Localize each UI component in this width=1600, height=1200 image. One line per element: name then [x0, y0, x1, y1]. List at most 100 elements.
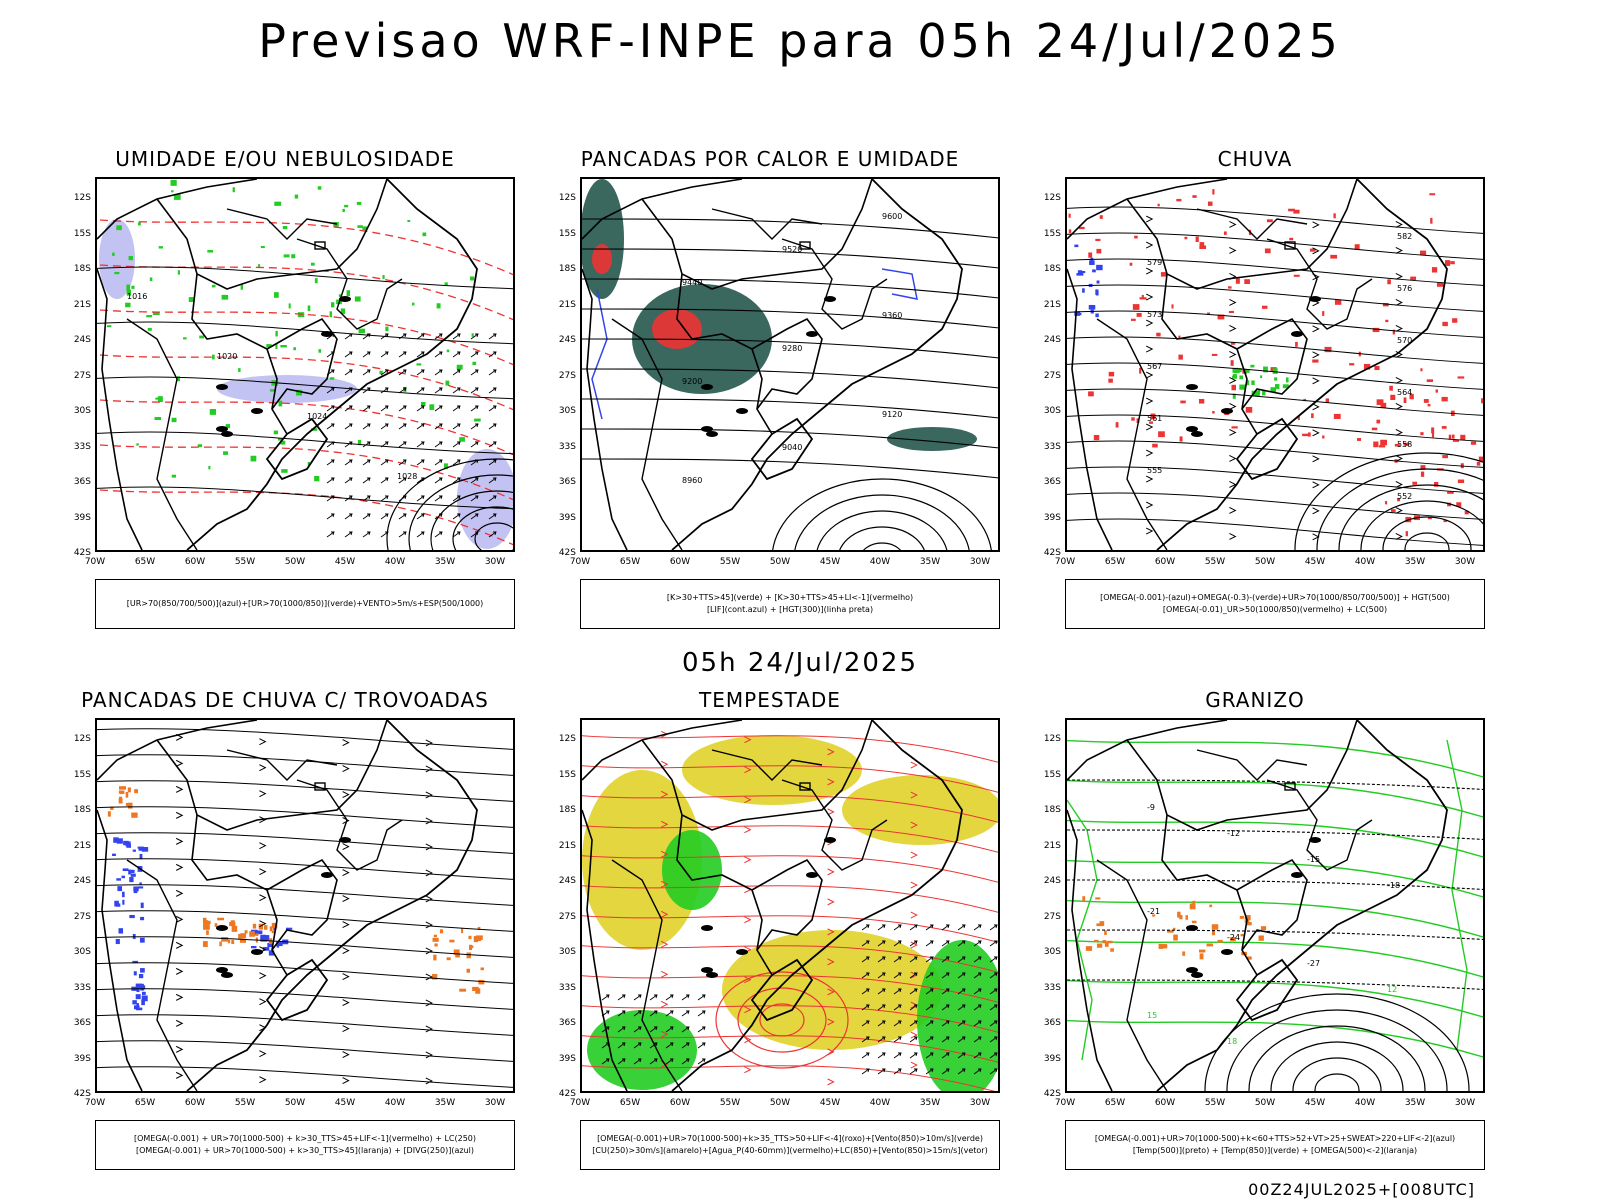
- temp850-contour-7: [1067, 1019, 1483, 1058]
- heavy-rain-area: [1270, 388, 1275, 392]
- streamline-arrow: [1395, 455, 1403, 462]
- field-layer: -9 -12 -15 -18 -21 -24 -27 12 15 18: [1067, 739, 1483, 1091]
- panel-tempestade: TEMPESTADE 12S 15S 18S 21S 24S 27S 30S 33S 36S 39S…: [540, 688, 1000, 1178]
- rain-area: [1397, 497, 1401, 502]
- rain-area: [1131, 318, 1136, 321]
- wind-850-vector: [925, 1068, 934, 1075]
- thunderstorm-area: [446, 957, 451, 961]
- rain-area: [1293, 209, 1300, 214]
- legend-line: [Temp(500)](preto) + [Temp(850)](verde) …: [1132, 1146, 1418, 1155]
- low-center-5: [386, 458, 513, 550]
- divergence-area: [125, 841, 131, 847]
- rain-area: [1230, 342, 1236, 345]
- wind-vector: [344, 351, 353, 358]
- heavy-rain-area: [1263, 366, 1268, 373]
- rain-area: [1464, 510, 1469, 515]
- streamline-arrow: [259, 1050, 267, 1058]
- streamline-arrow: [175, 941, 184, 949]
- wind-850-area: [917, 940, 998, 1091]
- border-uruguay: [750, 958, 814, 1022]
- wind-vector: [470, 387, 479, 394]
- wind-850-vector: [877, 1052, 886, 1059]
- lc250-streamline-0: [97, 728, 513, 750]
- lake-3: [701, 925, 713, 931]
- streamline-arrow: [1145, 501, 1154, 509]
- wind-vector: [344, 495, 353, 502]
- wind-vector: [434, 531, 443, 538]
- wind-850-vector: [989, 1020, 998, 1027]
- light-rain-area: [1089, 260, 1095, 265]
- latitude-tick-label: 15S: [73, 228, 91, 239]
- wind-vector: [344, 387, 353, 394]
- omega500-area: [1260, 926, 1267, 930]
- temp500-contour-3: [1067, 929, 1483, 941]
- humidity-low-level: [281, 469, 288, 473]
- legend-line: [LIF](cont.azul) + [HGT(300)](linha pret…: [706, 605, 874, 614]
- border-states-2: [711, 208, 823, 240]
- wind-850-vector: [681, 994, 690, 1001]
- wind-vector: [362, 513, 371, 520]
- thunderstorm-area: [238, 933, 244, 939]
- panel-title: GRANIZO: [1205, 688, 1305, 712]
- contour-label: 552: [1397, 492, 1412, 501]
- longitude-tick-label: 55W: [1204, 1098, 1226, 1108]
- longitude-tick-label: 40W: [869, 1098, 891, 1108]
- legend-box: [OMEGA(-0.001)+UR>70(1000-500)+k<60+TTS>…: [1065, 1120, 1485, 1170]
- rain-area: [1420, 432, 1424, 436]
- wind-850-vector: [941, 1020, 950, 1027]
- thunderstorm-area: [459, 988, 467, 992]
- contour-label: 9600: [882, 212, 902, 221]
- map-canvas: [582, 720, 998, 1091]
- rain-area: [1330, 254, 1338, 259]
- lake-1: [221, 972, 233, 978]
- streamline-arrow: [175, 863, 184, 871]
- wind-vector: [452, 369, 461, 376]
- wind-vector: [452, 333, 461, 340]
- streamline-arrow: [827, 1078, 835, 1086]
- rain-area: [1420, 471, 1425, 477]
- divergence-area: [130, 869, 135, 873]
- divergence-area: [122, 899, 125, 905]
- border-argentina-chile: [1096, 859, 1168, 1091]
- divergence-area: [138, 973, 144, 979]
- humidity-low-level: [266, 344, 272, 348]
- rain-area: [1431, 427, 1435, 434]
- longitude-tick-label: 65W: [1104, 1098, 1126, 1108]
- omega500-area: [1246, 956, 1252, 960]
- humidity-low-level: [446, 349, 450, 353]
- humidity-low-level: [407, 219, 411, 222]
- omega500-area: [1240, 934, 1245, 937]
- longitude-tick-label: 35W: [434, 557, 456, 567]
- temp500-cold-core-3: [1270, 1041, 1404, 1091]
- wind-vector: [344, 405, 353, 412]
- divergence-area: [141, 991, 146, 995]
- map-canvas: [97, 720, 513, 1091]
- wind-vector: [470, 333, 479, 340]
- contour-label: 1020: [217, 352, 237, 361]
- rain-area: [1441, 396, 1448, 402]
- hgt500-contour-5: [1067, 336, 1483, 364]
- streamline-arrow: [1395, 533, 1403, 540]
- rain-area: [1427, 516, 1432, 520]
- border-brazil-bolivia: [1126, 720, 1358, 831]
- humidity-low-level: [436, 303, 441, 309]
- humidity-low-level: [344, 204, 349, 208]
- streamline-arrow: [175, 967, 184, 975]
- contour-label: -24: [1227, 933, 1240, 942]
- humidity-low-level: [340, 308, 346, 314]
- wind-850-vector: [681, 1058, 690, 1065]
- contour-label: 573: [1147, 310, 1162, 319]
- divergence-area: [132, 960, 139, 964]
- pressure-contour-1: [97, 321, 513, 345]
- streamline-arrow: [1229, 507, 1237, 514]
- contour-label: 8960: [682, 476, 702, 485]
- lc250-streamline-4: [97, 832, 513, 854]
- humidity-low-level: [138, 222, 141, 226]
- latitude-tick-label: 15S: [558, 769, 576, 780]
- lake-3: [216, 925, 228, 931]
- omega500-area: [1191, 920, 1197, 924]
- wind-850-area: [662, 830, 722, 910]
- latitude-tick-label: 33S: [73, 982, 91, 993]
- humidity-low-level: [357, 225, 363, 228]
- contour-label: -12: [1227, 829, 1240, 838]
